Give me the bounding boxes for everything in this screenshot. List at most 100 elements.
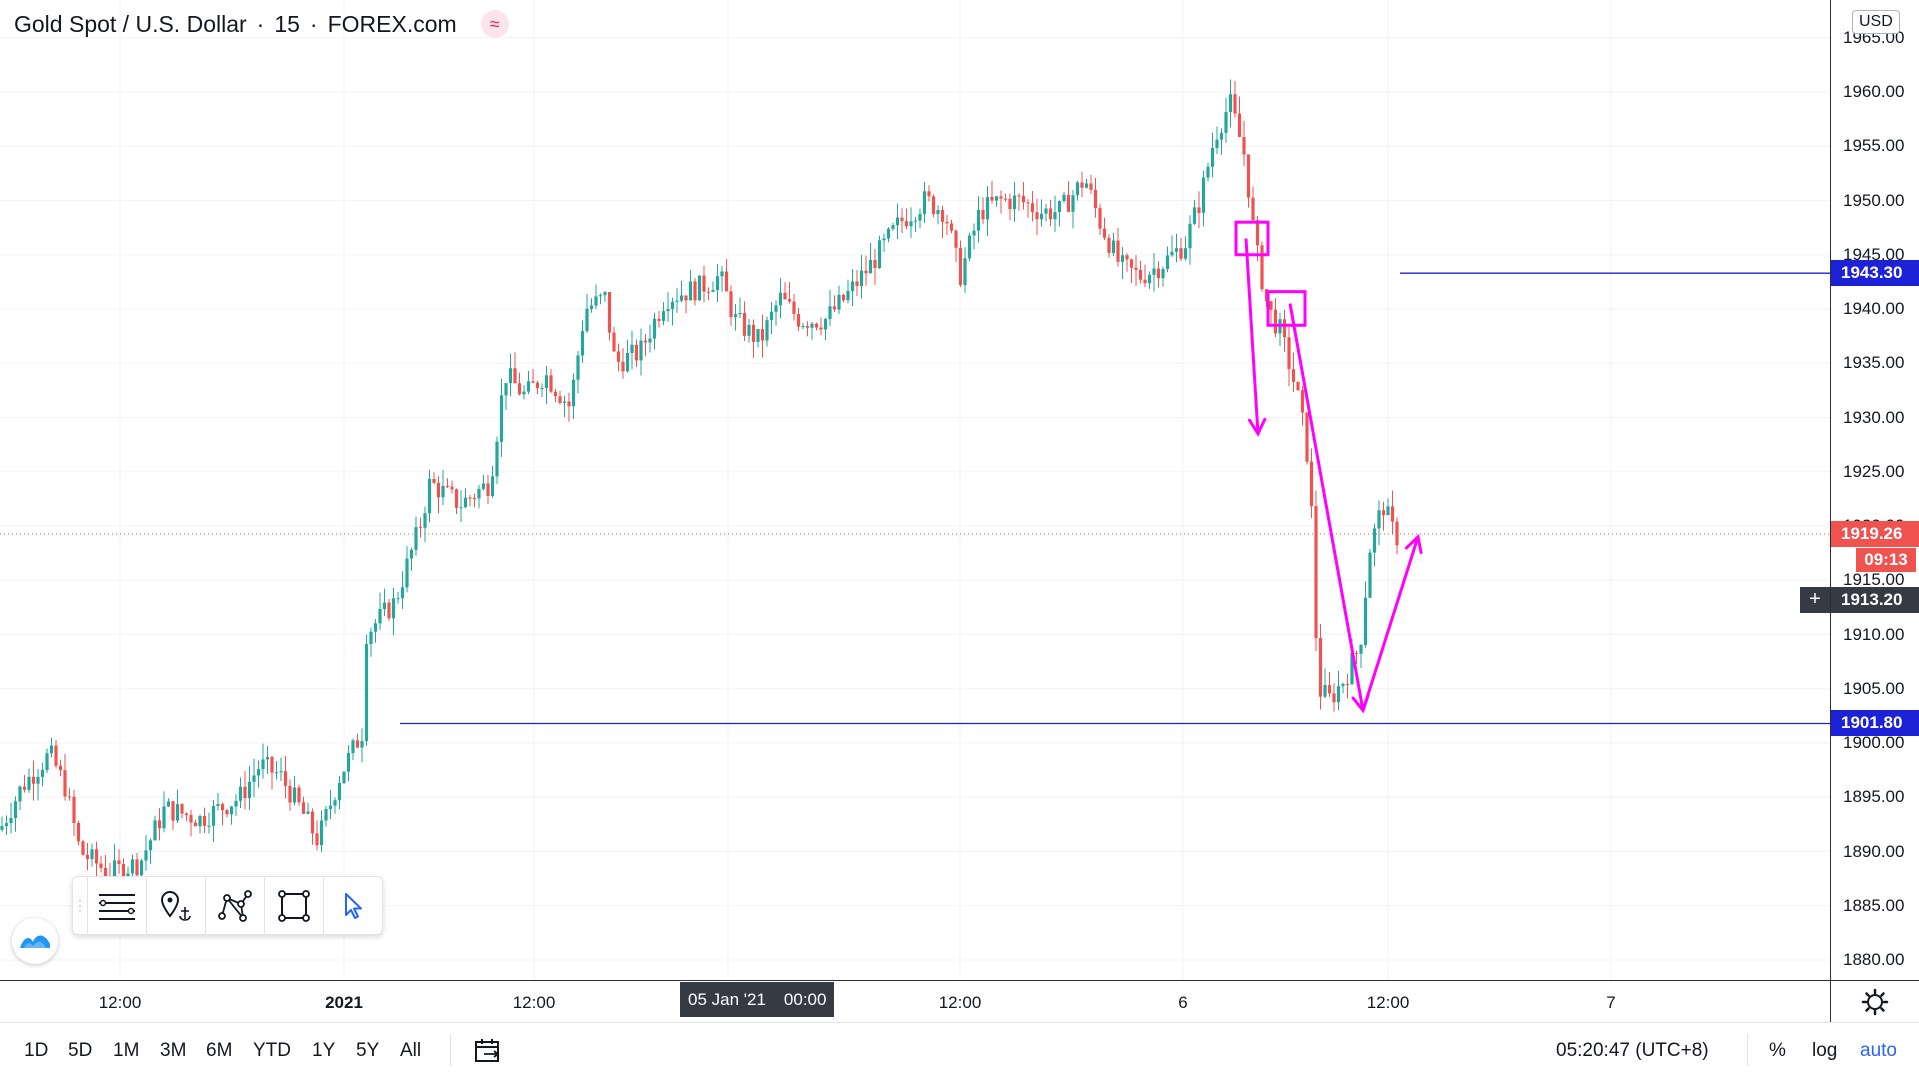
range-6m-button[interactable]: 6M (206, 1040, 233, 1061)
drawing-toolbar: ⋮ (72, 876, 383, 935)
candle-body (459, 507, 463, 509)
chart-legend: Gold Spot / U.S. Dollar · 15 · FOREX.com… (14, 10, 509, 38)
candle-body (1003, 198, 1008, 200)
candle-body (45, 753, 49, 770)
candle-body (1129, 259, 1134, 268)
candle-body (567, 401, 571, 407)
candle-body (373, 623, 378, 632)
currency-label[interactable]: USD (1852, 10, 1900, 34)
range-all-button[interactable]: All (400, 1040, 422, 1061)
clock-timezone[interactable]: 05:20:47 (UTC+8) (1556, 1040, 1709, 1061)
chart-settings-button[interactable] (1830, 980, 1919, 1023)
candle-body (1246, 154, 1251, 198)
candle-body (445, 485, 450, 487)
candle-body (697, 275, 702, 301)
candle-body (90, 849, 94, 860)
candle-body (877, 240, 882, 269)
crosshair-price-tag: 1913.20 (1831, 586, 1919, 613)
candle-body (463, 497, 468, 508)
range-1m-button[interactable]: 1M (113, 1040, 140, 1061)
price-tick: 1950.00 (1843, 190, 1905, 210)
range-1d-button[interactable]: 1D (24, 1040, 49, 1061)
candle-body (256, 769, 261, 776)
candle-body (841, 294, 846, 301)
candle-body (1341, 684, 1345, 687)
time-tick: 6 (1178, 993, 1188, 1012)
candle-body (823, 319, 828, 330)
cursor-button[interactable] (323, 877, 382, 934)
candle-body (76, 823, 81, 842)
rectangle-icon (278, 889, 310, 922)
candle-body (337, 782, 342, 801)
candle-body (162, 806, 166, 829)
candle-body (679, 295, 684, 301)
drawing-annotations[interactable] (1234, 220, 1423, 714)
time-axis[interactable] (0, 980, 1830, 1023)
candle-body (738, 313, 742, 315)
candle-body (873, 259, 877, 269)
candle-body (729, 291, 733, 318)
candle-body (1030, 203, 1035, 213)
annotation-box (1234, 220, 1270, 257)
auto-scale-toggle[interactable]: auto (1860, 1040, 1897, 1061)
horizontal-levels[interactable] (0, 272, 1830, 725)
candle-body (1026, 202, 1030, 204)
range-5d-button[interactable]: 5D (68, 1040, 93, 1061)
range-5y-button[interactable]: 5Y (356, 1040, 380, 1061)
pattern-nodes-button[interactable] (205, 877, 264, 934)
candle-body (18, 786, 22, 802)
candle-body (1048, 208, 1053, 220)
candle-body (688, 281, 693, 301)
candle-body (576, 355, 580, 380)
range-3m-button[interactable]: 3M (160, 1040, 187, 1061)
candle-body (423, 513, 427, 528)
time-tick: 12:00 (1366, 993, 1410, 1012)
candle-body (333, 800, 337, 806)
candle-body (0, 826, 4, 830)
candle-body (765, 320, 769, 341)
candle-body (135, 859, 139, 876)
time-tick: 7 (1606, 993, 1616, 1012)
candle-body (535, 382, 540, 389)
candle-body (387, 602, 391, 619)
legend-sep: · (309, 10, 318, 37)
candle-body (427, 478, 432, 514)
time-tick: 12:00 (512, 993, 556, 1012)
candle-body (837, 294, 841, 310)
candle-body (450, 486, 454, 490)
price-chart[interactable] (0, 0, 1830, 980)
candle-body (958, 247, 963, 286)
candle-body (724, 271, 729, 292)
range-1y-button[interactable]: 1Y (312, 1040, 336, 1061)
candle-body (315, 833, 319, 846)
toolbar-drag-handle[interactable]: ⋮ (73, 897, 87, 913)
candle-body (405, 558, 409, 588)
candle-body (292, 787, 297, 803)
wave-icon[interactable]: ≈ (480, 10, 509, 38)
candle-body (778, 292, 783, 306)
legend-symbol: Gold Spot / U.S. Dollar (14, 10, 247, 37)
tradingview-logo-button[interactable] (12, 918, 58, 964)
price-tick: 1900.00 (1843, 733, 1905, 752)
candle-body (409, 549, 414, 559)
candle-body (396, 598, 400, 600)
range-ytd-button[interactable]: YTD (253, 1040, 291, 1061)
price-tick: 1960.00 (1843, 82, 1905, 101)
candle-body (792, 301, 796, 315)
rectangle-button[interactable] (264, 877, 323, 934)
anchor-pin-icon (160, 890, 191, 921)
candle-body (630, 344, 634, 354)
candle-body (1314, 505, 1318, 639)
trend-lines-button[interactable] (87, 877, 146, 934)
time-crosshair-label: 05 Jan '21 00:00 (680, 982, 835, 1017)
log-scale-toggle[interactable]: log (1812, 1040, 1838, 1061)
candle-body (963, 258, 967, 286)
time-crosshair-time: 00:00 (783, 989, 827, 1009)
crosshair-plus-icon[interactable]: + (1800, 586, 1830, 613)
date-range-button[interactable] (472, 1036, 504, 1066)
candle-body (526, 381, 531, 392)
candle-body (832, 306, 837, 310)
percent-scale-toggle[interactable]: % (1769, 1040, 1786, 1061)
anchor-pin-button[interactable] (146, 877, 205, 934)
price-axis[interactable] (1830, 0, 1919, 980)
